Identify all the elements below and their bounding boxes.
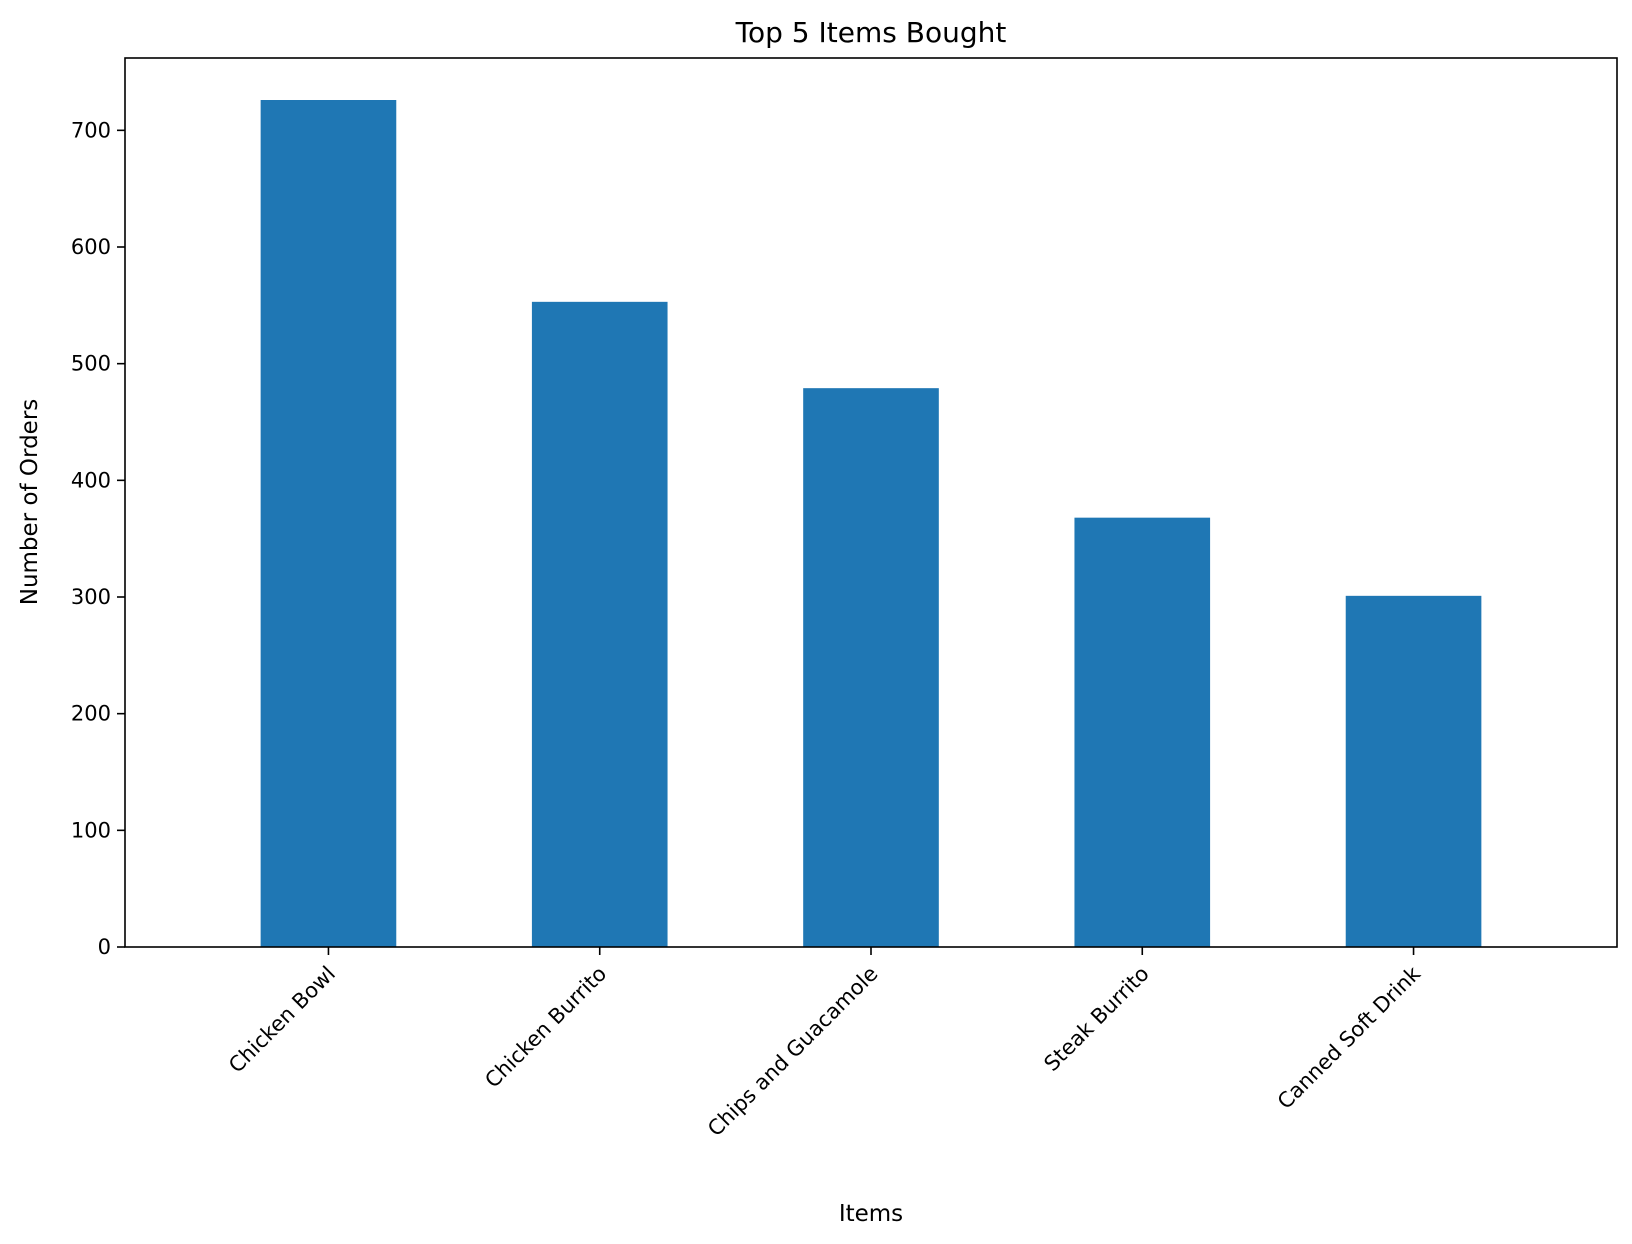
y-tick-label: 200 — [71, 702, 111, 726]
chart-title: Top 5 Items Bought — [735, 16, 1007, 49]
y-tick-label: 0 — [98, 935, 111, 959]
bar-steak-burrito — [1074, 517, 1211, 947]
y-tick-label: 400 — [71, 468, 111, 492]
bars-group — [260, 100, 1482, 948]
x-axis-label: Items — [839, 1201, 903, 1227]
y-tick-label: 500 — [71, 352, 111, 376]
y-tick-label: 100 — [71, 818, 111, 842]
bar-canned-soft-drink — [1345, 595, 1482, 947]
bar-chicken-bowl — [260, 100, 397, 947]
y-tick-label: 700 — [71, 118, 111, 142]
y-axis-ticks: 0 100 200 300 400 500 600 700 — [71, 118, 125, 959]
y-tick-label: 300 — [71, 585, 111, 609]
y-tick-label: 600 — [71, 235, 111, 259]
plot-area-frame — [124, 57, 1618, 948]
bar-chips-and-guacamole — [803, 388, 939, 948]
y-axis-label: Number of Orders — [17, 399, 43, 606]
bar-chicken-burrito — [531, 301, 668, 947]
